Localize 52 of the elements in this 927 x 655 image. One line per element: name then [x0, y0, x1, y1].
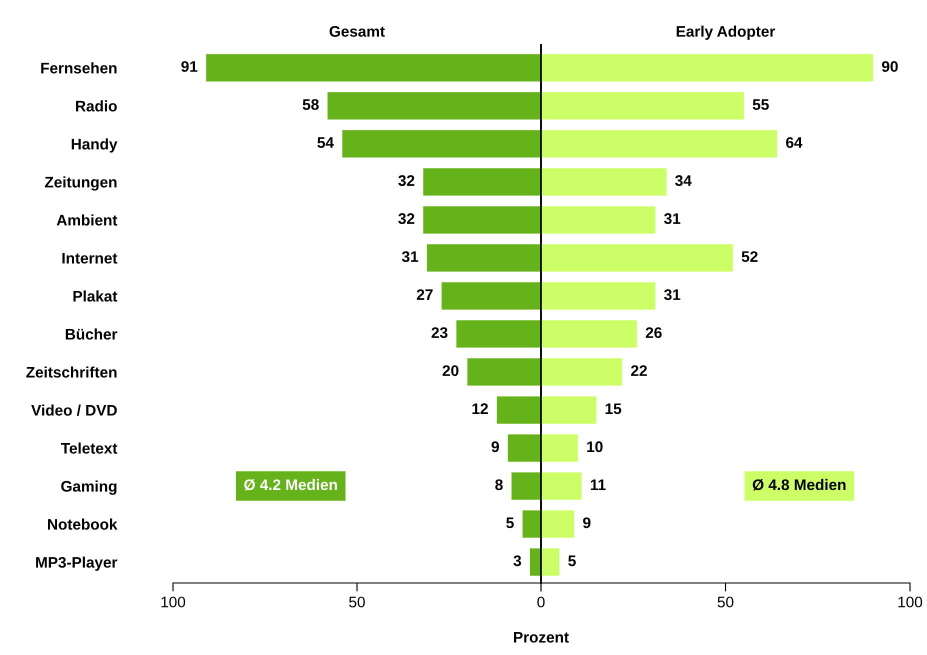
data-label: 5 [506, 518, 514, 528]
y-tick-label: Zeitschriften [26, 366, 117, 378]
y-tick-label: Bücher [66, 328, 118, 340]
x-tick-label: 100 [161, 596, 186, 608]
data-label: 8 [495, 479, 503, 490]
y-tick-label: Fernsehen [41, 62, 117, 74]
data-label: 22 [631, 365, 647, 376]
x-tick-label: 50 [349, 596, 365, 608]
data-label: 12 [472, 403, 488, 414]
y-tick-label: Ambient [56, 214, 118, 226]
y-tick-label: Zeitungen [44, 176, 117, 191]
data-label: 52 [742, 251, 758, 262]
data-label: 55 [752, 99, 769, 110]
data-label: 5 [568, 556, 576, 566]
y-tick-label: Radio [76, 100, 117, 112]
data-label: 31 [664, 289, 680, 300]
data-label: 23 [432, 327, 448, 338]
data-label: 10 [587, 441, 603, 452]
data-label: 32 [398, 175, 414, 186]
data-label: 31 [664, 213, 680, 224]
x-tick-label: 100 [898, 596, 922, 608]
data-label: 20 [442, 365, 458, 376]
y-tick-label: Notebook [48, 518, 118, 530]
chart-title: Early Adopter [676, 26, 776, 40]
y-tick-label: Internet [62, 252, 118, 264]
data-label: 64 [786, 137, 802, 148]
data-label: 9 [583, 517, 590, 528]
x-axis-title: Prozent [514, 632, 569, 643]
annotation: Ø 4.2 Medien [244, 478, 337, 491]
data-label: 27 [416, 289, 433, 300]
data-label: 3 [513, 555, 522, 566]
data-label: 58 [302, 99, 319, 110]
annotation: Ø 4.8 Medien [752, 478, 846, 491]
y-tick-label: Video / DVD [31, 404, 117, 416]
data-label: 31 [402, 251, 418, 262]
x-tick-label: 0 [537, 596, 545, 608]
data-label: 9 [492, 441, 499, 452]
y-tick-label: Teletext [61, 442, 118, 454]
data-label: 15 [606, 403, 622, 414]
data-label: 32 [398, 213, 414, 224]
y-tick-label: Gaming [61, 480, 116, 495]
data-label: 26 [646, 327, 662, 338]
data-label: 54 [317, 137, 334, 148]
data-label: 91 [181, 61, 198, 72]
x-tick-label: 50 [718, 596, 734, 608]
data-label: 34 [675, 175, 692, 186]
y-tick-label: Plakat [73, 290, 118, 302]
data-label: 90 [882, 61, 898, 72]
data-label: 11 [590, 479, 606, 490]
y-tick-label: Handy [72, 138, 118, 153]
y-tick-label: MP3-Player [36, 556, 118, 571]
chart-title: Gesamt [330, 26, 385, 37]
